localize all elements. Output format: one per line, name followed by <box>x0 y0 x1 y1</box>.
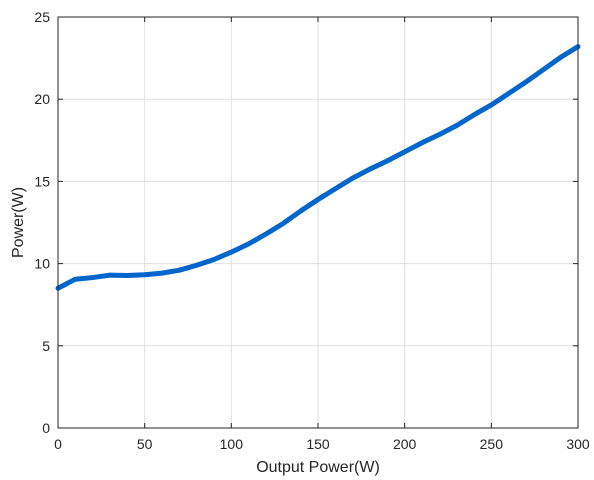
y-tick-label: 0 <box>42 420 50 436</box>
y-tick-label: 5 <box>42 338 50 354</box>
y-tick-label: 20 <box>34 91 50 107</box>
y-axis-label: Power(W) <box>10 187 27 258</box>
series-line <box>55 44 581 291</box>
x-tick-label: 0 <box>54 436 62 452</box>
plot-area-frame <box>57 16 579 429</box>
x-tick-label: 250 <box>480 436 504 452</box>
data-series <box>55 44 581 291</box>
grid-lines <box>57 16 579 429</box>
y-tick-label: 25 <box>34 9 50 25</box>
tick-labels: 0 50 100 150 200 250 300 0 5 10 15 20 25 <box>34 9 589 452</box>
x-tick-label: 150 <box>306 436 330 452</box>
x-tick-label: 50 <box>137 436 153 452</box>
y-tick-label: 15 <box>34 173 50 189</box>
x-tick-label: 100 <box>220 436 244 452</box>
x-tick-label: 300 <box>566 436 590 452</box>
y-tick-label: 10 <box>34 256 50 272</box>
x-axis-label: Output Power(W) <box>256 459 380 476</box>
x-tick-label: 200 <box>393 436 417 452</box>
